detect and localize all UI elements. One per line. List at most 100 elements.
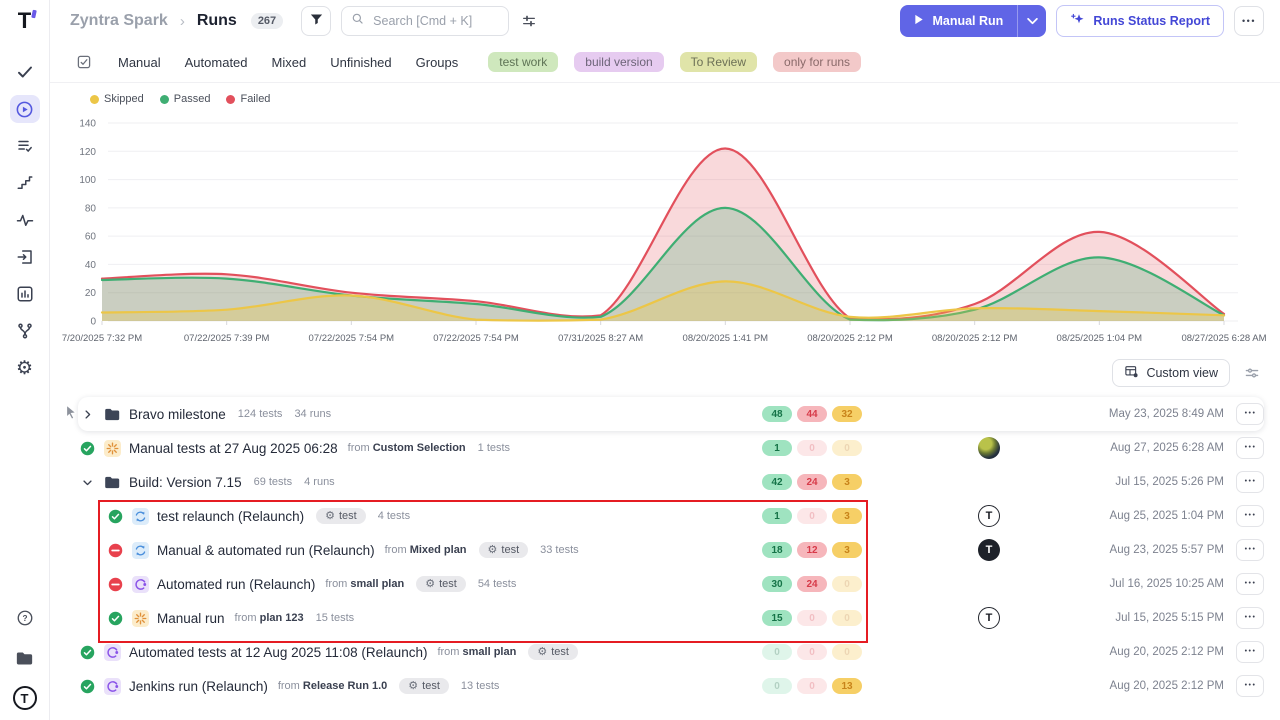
row-menu-button[interactable]: •••	[1236, 641, 1264, 663]
chevron-right-icon[interactable]	[78, 409, 96, 420]
tab-mixed[interactable]: Mixed	[271, 54, 307, 70]
run-date: Jul 15, 2025 5:26 PM	[1115, 476, 1224, 488]
avatar-t-light[interactable]: T	[978, 607, 1000, 629]
row-menu-button[interactable]: •••	[1236, 675, 1264, 697]
runs-count-badge: 267	[250, 13, 284, 29]
filter-tag-only-for-runs[interactable]: only for runs	[773, 52, 862, 72]
list-settings-icon[interactable]	[1242, 363, 1262, 383]
sidebar-item-import[interactable]	[10, 243, 40, 271]
sidebar-help-icon[interactable]: ?	[10, 604, 40, 632]
status-passed-icon	[78, 645, 96, 660]
run-row[interactable]: Jenkins run (Relaunch) from Release Run 1…	[78, 669, 1264, 703]
table-settings-icon	[1124, 364, 1139, 382]
run-row[interactable]: Automated tests at 12 Aug 2025 11:08 (Re…	[78, 635, 1264, 669]
sidebar-item-pulse[interactable]	[10, 206, 40, 234]
svg-text:07/22/2025 7:54 PM: 07/22/2025 7:54 PM	[433, 333, 519, 344]
sidebar-item-tests-check[interactable]	[10, 58, 40, 86]
tab-manual[interactable]: Manual	[118, 54, 161, 70]
run-tag[interactable]: ⚙ test	[399, 678, 449, 694]
app-logo[interactable]: T	[18, 10, 38, 32]
filter-tag-to-review[interactable]: To Review	[679, 52, 758, 72]
svg-text:80: 80	[85, 203, 97, 214]
run-row[interactable]: Bravo milestone 124 tests 34 runs 48 44 32 May…	[78, 397, 1264, 431]
avatar-slot	[864, 471, 1044, 493]
run-list-icon[interactable]	[74, 52, 94, 72]
run-title[interactable]: Automated tests at 12 Aug 2025 11:08 (Re…	[129, 644, 428, 660]
run-row[interactable]: test relaunch (Relaunch) ⚙ test 4 tests 1 0 3 T…	[106, 499, 1264, 533]
run-title[interactable]: test relaunch (Relaunch)	[157, 508, 305, 524]
sidebar-item-branch[interactable]	[10, 317, 40, 345]
filter-button[interactable]	[301, 6, 332, 36]
sidebar-nav: ⚙	[9, 58, 40, 382]
legend-item-passed: Passed	[159, 93, 210, 105]
row-menu-button[interactable]: •••	[1236, 403, 1264, 425]
row-menu-button[interactable]: •••	[1236, 539, 1264, 561]
search-input[interactable]	[371, 13, 500, 29]
row-menu-button[interactable]: •••	[1236, 471, 1264, 493]
run-source: from small plan	[325, 578, 405, 590]
badge-green: 42	[762, 474, 792, 490]
breadcrumb-project[interactable]: Zyntra Spark	[70, 12, 168, 29]
run-tag[interactable]: ⚙ test	[316, 508, 366, 524]
more-actions-button[interactable]: •••	[1234, 6, 1264, 36]
ellipsis-icon: •••	[1242, 16, 1256, 26]
run-row[interactable]: Automated run (Relaunch) from small plan ⚙…	[106, 567, 1264, 601]
tab-groups[interactable]: Groups	[415, 54, 459, 70]
run-tag[interactable]: ⚙ test	[528, 644, 578, 660]
search-box[interactable]	[341, 6, 510, 36]
sidebar-item-analytics[interactable]	[10, 280, 40, 308]
run-title[interactable]: Jenkins run (Relaunch)	[129, 678, 268, 694]
run-title[interactable]: Manual & automated run (Relaunch)	[157, 542, 375, 558]
list-toolbar: Custom view	[50, 351, 1280, 395]
run-title[interactable]: Build: Version 7.15	[129, 474, 242, 490]
runs-status-report-button[interactable]: Runs Status Report	[1056, 5, 1224, 37]
tab-automated[interactable]: Automated	[184, 54, 248, 70]
sidebar-account-icon[interactable]: T	[10, 684, 40, 712]
svg-text:20: 20	[85, 288, 97, 299]
sidebar-item-runs-play[interactable]	[9, 95, 40, 123]
tests-count: 69 tests	[253, 476, 293, 488]
avatar-slot: T	[864, 539, 1044, 561]
gear-icon: ⚙	[487, 543, 498, 556]
run-tag[interactable]: ⚙ test	[478, 542, 529, 558]
run-source: from Custom Selection	[347, 442, 466, 454]
play-icon	[914, 14, 924, 28]
sidebar-projects-icon[interactable]	[10, 644, 40, 672]
row-menu-button[interactable]: •••	[1236, 607, 1264, 629]
run-tag[interactable]: ⚙ test	[416, 576, 466, 592]
sidebar-item-plans-list[interactable]	[10, 132, 40, 160]
filter-tag-test-work[interactable]: test work	[488, 52, 559, 72]
tab-unfinished[interactable]: Unfinished	[330, 54, 392, 70]
sidebar-item-steps[interactable]	[10, 169, 40, 197]
run-row[interactable]: Manual & automated run (Relaunch) from Mi…	[106, 533, 1264, 567]
relaunch-icon	[130, 541, 150, 559]
row-menu-button[interactable]: •••	[1236, 505, 1264, 527]
avatar-photo[interactable]	[978, 437, 1000, 459]
row-menu-button[interactable]: •••	[1236, 573, 1264, 595]
run-row[interactable]: Manual tests at 27 Aug 2025 06:28 from Cu…	[78, 431, 1264, 465]
ellipsis-icon: •••	[1244, 545, 1257, 553]
row-menu-button[interactable]: •••	[1236, 437, 1264, 459]
avatar-slot	[864, 437, 1044, 459]
search-settings-icon[interactable]	[519, 11, 539, 31]
svg-text:08/25/2025 1:04 PM: 08/25/2025 1:04 PM	[1057, 333, 1143, 344]
svg-text:7/20/2025 7:32 PM: 7/20/2025 7:32 PM	[62, 333, 142, 344]
run-row[interactable]: Manual run from plan 123 15 tests 15 0 0 T Jul …	[106, 601, 1264, 635]
chevron-down-icon[interactable]	[78, 477, 96, 488]
result-badges: 30 24 0	[762, 576, 864, 592]
avatar-t-light[interactable]: T	[978, 505, 1000, 527]
gear-icon: ⚙	[537, 645, 548, 658]
run-row[interactable]: Build: Version 7.15 69 tests 4 runs 42 24 3 Ju…	[78, 465, 1264, 499]
custom-view-button[interactable]: Custom view	[1112, 359, 1230, 387]
run-title[interactable]: Automated run (Relaunch)	[157, 576, 316, 592]
run-title[interactable]: Manual run	[157, 610, 225, 626]
run-title[interactable]: Manual tests at 27 Aug 2025 06:28	[129, 440, 338, 456]
folder-icon	[102, 475, 122, 490]
manual-run-dropdown[interactable]	[1017, 5, 1046, 37]
filter-tag-build-version[interactable]: build version	[574, 52, 664, 72]
manual-run-button[interactable]: Manual Run	[900, 5, 1047, 37]
sidebar-item-settings[interactable]: ⚙	[15, 357, 34, 379]
badge-red: 0	[797, 440, 827, 456]
run-title[interactable]: Bravo milestone	[129, 406, 226, 422]
avatar-t-dark[interactable]: T	[978, 539, 1000, 561]
